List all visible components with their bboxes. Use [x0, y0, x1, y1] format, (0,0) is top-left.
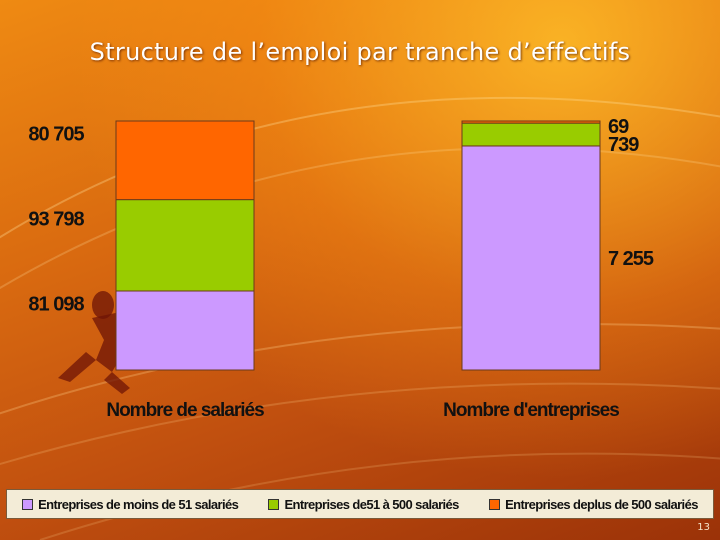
bar-segment: [461, 122, 601, 147]
page-number: 13: [697, 522, 710, 533]
legend-swatch-small: [22, 498, 34, 510]
bar-group: [115, 120, 601, 371]
category-label: Nombre d'entreprises: [443, 400, 619, 421]
legend-label-medium: Entreprises de51 à 500 salariés: [284, 496, 459, 512]
bar-segment: [115, 290, 255, 371]
bar-segment: [115, 199, 255, 292]
value-label-group: 81 098 93 798 80 705 Nombre de salariés 7 25…: [28, 116, 655, 421]
legend-item-medium: Entreprises de51 à 500 salariés: [268, 496, 459, 512]
legend: Entreprises de moins de 51 salariés Entr…: [6, 489, 714, 519]
value-label: 80 705: [28, 123, 84, 145]
legend-item-large: Entreprises deplus de 500 salariés: [489, 497, 698, 512]
decor-arc: [0, 96, 720, 239]
category-label: Nombre de salariés: [106, 400, 264, 421]
bar-segment: [115, 120, 255, 201]
legend-label-large: Entreprises deplus de 500 salariés: [505, 496, 698, 512]
value-label: 7 255: [608, 248, 654, 270]
value-label: 69: [608, 116, 629, 138]
legend-swatch-large: [489, 498, 501, 510]
decor-arc: [0, 323, 720, 415]
decor-arc: [0, 146, 720, 290]
legend-item-small: Entreprises de moins de 51 salariés: [22, 496, 239, 512]
decor-arc: [0, 382, 720, 466]
legend-swatch-medium: [268, 498, 280, 510]
value-label: 81 098: [28, 293, 84, 315]
value-label: 739: [608, 134, 639, 156]
runner-silhouette-icon: [58, 291, 130, 394]
legend-label-small: Entreprises de moins de 51 salariés: [38, 496, 239, 512]
value-label: 93 798: [28, 208, 84, 230]
page-title: Structure de l’emploi par tranche d’effe…: [89, 38, 631, 66]
bar-segment: [461, 145, 601, 371]
bar-segment: [461, 120, 601, 124]
